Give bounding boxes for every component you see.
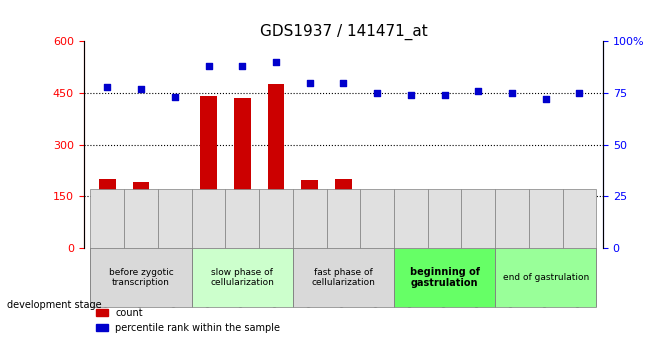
Point <box>473 88 484 94</box>
Point <box>372 90 383 96</box>
Point <box>574 90 585 96</box>
FancyBboxPatch shape <box>495 189 529 248</box>
Point <box>540 97 551 102</box>
FancyBboxPatch shape <box>293 189 326 248</box>
Bar <box>234 98 251 248</box>
Bar <box>302 180 318 248</box>
Text: development stage: development stage <box>7 300 101 310</box>
FancyBboxPatch shape <box>326 189 360 248</box>
FancyBboxPatch shape <box>225 189 259 248</box>
FancyBboxPatch shape <box>293 248 394 307</box>
FancyBboxPatch shape <box>462 189 495 248</box>
FancyBboxPatch shape <box>563 189 596 248</box>
FancyBboxPatch shape <box>360 189 394 248</box>
Point <box>136 86 147 92</box>
Bar <box>403 200 419 248</box>
Text: slow phase of
cellularization: slow phase of cellularization <box>210 268 274 287</box>
FancyBboxPatch shape <box>192 189 225 248</box>
Point <box>304 80 315 86</box>
FancyBboxPatch shape <box>158 189 192 248</box>
Bar <box>166 191 183 248</box>
Point <box>338 80 348 86</box>
Title: GDS1937 / 141471_at: GDS1937 / 141471_at <box>259 24 427 40</box>
Point <box>203 63 214 69</box>
Bar <box>99 179 116 248</box>
Text: beginning of
gastrulation: beginning of gastrulation <box>409 267 480 288</box>
FancyBboxPatch shape <box>90 189 124 248</box>
Point <box>507 90 517 96</box>
FancyBboxPatch shape <box>394 248 495 307</box>
Bar <box>436 197 453 248</box>
Bar <box>133 182 149 248</box>
Bar <box>470 192 486 248</box>
Text: fast phase of
cellularization: fast phase of cellularization <box>312 268 375 287</box>
Legend: count, percentile rank within the sample: count, percentile rank within the sample <box>92 304 284 337</box>
Bar <box>504 193 521 248</box>
FancyBboxPatch shape <box>124 189 158 248</box>
FancyBboxPatch shape <box>90 248 192 307</box>
Point <box>170 95 180 100</box>
FancyBboxPatch shape <box>394 189 427 248</box>
Text: end of gastrulation: end of gastrulation <box>502 273 589 282</box>
Bar <box>267 85 284 248</box>
Bar <box>537 204 554 248</box>
Point <box>237 63 248 69</box>
Bar <box>200 97 217 248</box>
Text: before zygotic
transcription: before zygotic transcription <box>109 268 174 287</box>
Point <box>405 92 416 98</box>
FancyBboxPatch shape <box>192 248 293 307</box>
FancyBboxPatch shape <box>427 189 462 248</box>
Bar <box>369 197 385 248</box>
Point <box>102 84 113 90</box>
Bar <box>571 196 588 248</box>
Point <box>271 59 281 65</box>
FancyBboxPatch shape <box>259 189 293 248</box>
Bar <box>335 179 352 248</box>
FancyBboxPatch shape <box>529 189 563 248</box>
Point <box>439 92 450 98</box>
FancyBboxPatch shape <box>495 248 596 307</box>
